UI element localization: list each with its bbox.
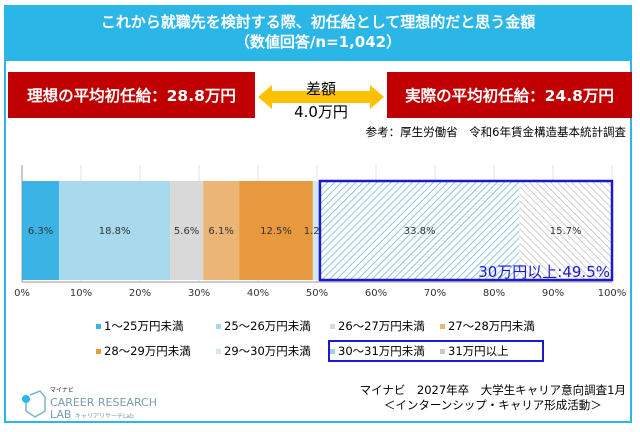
x-tick-label: 50% — [306, 288, 328, 299]
x-tick-label: 20% — [129, 288, 151, 299]
legend-label: 30～31万円未満 — [338, 344, 425, 358]
data-label: 6.3% — [28, 226, 53, 237]
x-tick-label: 100% — [598, 288, 627, 299]
x-tick-label: 40% — [247, 288, 269, 299]
chart-title: これから就職先を検討する際、初任給として理想的だと思う金額 — [100, 13, 536, 31]
data-label: 12.5% — [260, 226, 292, 237]
legend-item: 28～29万円未満 — [96, 343, 191, 359]
logo-cube-icon — [22, 390, 46, 418]
x-tick-label: 80% — [483, 288, 505, 299]
reference-note: 参考：厚生労働省 令和6年賃金構造基本統計調査 — [365, 125, 626, 139]
x-tick-label: 0% — [14, 288, 30, 299]
header: これから就職先を検討する際、初任給として理想的だと思う金額 （数値回答/n=1,… — [4, 5, 632, 61]
legend-label: 1～25万円未満 — [104, 319, 184, 333]
x-tick-label: 90% — [542, 288, 564, 299]
x-tick-label: 30% — [188, 288, 210, 299]
legend-swatch — [96, 348, 101, 354]
data-label: 5.6% — [174, 226, 199, 237]
x-tick-label: 60% — [365, 288, 387, 299]
bar-segment — [59, 181, 171, 280]
annotation-30man-plus: 30万円以上:49.5% — [478, 263, 610, 281]
legend-label: 26～27万円未満 — [338, 319, 425, 333]
legend-swatch — [330, 348, 335, 354]
data-label: 1.2% — [304, 226, 329, 237]
difference: 差額 4.0万円 — [258, 78, 384, 122]
legend-item: 1～25万円未満 — [96, 318, 183, 334]
data-label: 33.8% — [404, 226, 436, 237]
highlight-box — [318, 179, 614, 282]
legend-item: 30～31万円未満 — [330, 343, 425, 359]
legend-item: 26～27万円未満 — [330, 318, 425, 334]
double-arrow-icon — [258, 85, 384, 109]
bar-segment — [519, 181, 612, 280]
bar-segment — [319, 181, 520, 280]
bar-segment — [203, 181, 240, 280]
legend-item: 25～26万円未満 — [216, 318, 311, 334]
legend-swatch — [440, 348, 445, 354]
data-label: 6.1% — [208, 226, 233, 237]
legend-item: 31万円以上 — [440, 343, 509, 359]
bar-segment — [239, 181, 313, 280]
logo: マイナビ CAREER RESEARCH LAB キャリアリサーチLab — [20, 385, 157, 423]
ideal-salary-box: 理想の平均初任給：28.8万円 — [8, 72, 255, 118]
difference-value: 4.0万円 — [294, 103, 348, 121]
chart-subtitle: （数値回答/n=1,042） — [234, 33, 402, 51]
actual-salary-box: 実際の平均初任給：24.8万円 — [387, 72, 632, 118]
legend-label: 28～29万円未満 — [104, 344, 191, 358]
x-tick-label: 10% — [70, 288, 92, 299]
legend-swatch — [440, 323, 445, 329]
legend-swatch — [96, 323, 101, 329]
legend-label: 29～30万円未満 — [224, 344, 311, 358]
bar-segment — [170, 181, 204, 280]
legend-swatch — [330, 323, 335, 329]
data-label: 15.7% — [550, 226, 582, 237]
legend-swatch — [216, 348, 221, 354]
legend-label: 31万円以上 — [448, 344, 509, 358]
legend-item: 27～28万円未満 — [440, 318, 535, 334]
source-footer: マイナビ 2027年卒 大学生キャリア意向調査1月 ＜インターンシップ・キャリア… — [359, 383, 626, 412]
bar-segment — [22, 181, 60, 280]
legend-highlight-box — [328, 340, 544, 362]
x-tick-label: 70% — [424, 288, 446, 299]
legend-label: 27～28万円未満 — [448, 319, 535, 333]
bar-segment — [312, 181, 320, 280]
legend-label: 25～26万円未満 — [224, 319, 311, 333]
data-label: 18.8% — [99, 226, 131, 237]
legend-item: 29～30万円未満 — [216, 343, 311, 359]
difference-label: 差額 — [305, 80, 336, 98]
legend-swatch — [216, 323, 221, 329]
